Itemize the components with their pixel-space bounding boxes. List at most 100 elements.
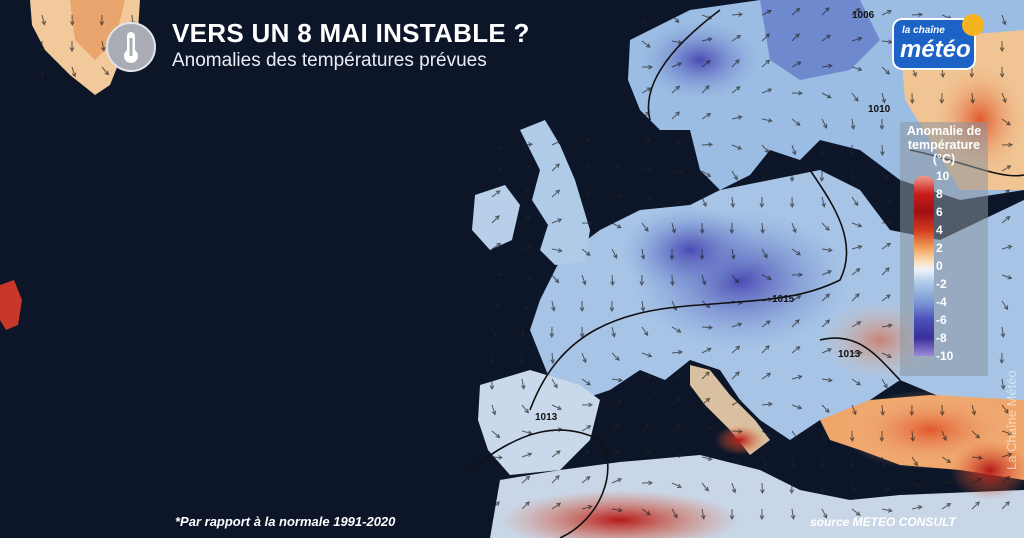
wind-arrow (701, 300, 711, 309)
wind-arrow (761, 297, 773, 303)
wind-arrow (69, 40, 75, 53)
wind-arrow (879, 430, 885, 443)
wind-arrow (761, 372, 772, 380)
wind-arrow (671, 424, 681, 432)
wind-arrow (851, 196, 859, 207)
legend-tick-label: 6 (936, 205, 943, 219)
wind-arrow (701, 14, 713, 20)
wind-arrow (849, 456, 855, 469)
color-legend: Anomalie de température (°C) 10 8 6 4 2 0 -2 -4… (900, 122, 988, 376)
wind-arrow (911, 12, 924, 17)
ireland-landmass (472, 185, 520, 250)
wind-arrow (611, 423, 621, 432)
wind-arrow (551, 378, 558, 389)
isobar-label: 1013 (535, 412, 558, 423)
wind-arrow (491, 144, 503, 150)
wind-arrow (791, 90, 804, 96)
wind-arrow (761, 274, 773, 280)
wind-arrow (1001, 118, 1012, 126)
wind-arrow (551, 300, 556, 312)
wind-arrow (791, 430, 799, 441)
wind-arrow (731, 34, 742, 42)
wind-arrow (971, 455, 983, 461)
wind-arrow (971, 404, 977, 416)
wind-arrow (610, 274, 615, 287)
wind-arrow (791, 33, 800, 42)
wind-arrow (761, 345, 770, 354)
wind-arrow (761, 59, 771, 68)
wind-arrow (731, 429, 744, 434)
wind-arrow (551, 163, 560, 172)
wind-arrow (69, 14, 75, 27)
wind-arrow (821, 270, 833, 276)
wind-arrow (99, 14, 105, 27)
wind-arrow (491, 430, 501, 439)
wind-arrow (881, 39, 893, 45)
wind-arrow (581, 248, 591, 256)
wind-arrow (1001, 14, 1007, 26)
wind-arrow (701, 371, 710, 380)
wind-arrow (851, 7, 861, 16)
wind-arrow (491, 167, 503, 172)
wind-arrow (581, 163, 590, 172)
wind-arrow (761, 320, 771, 328)
wind-arrow (581, 449, 590, 458)
legend-tick-label: 8 (936, 187, 943, 201)
wind-arrow (821, 293, 831, 302)
wind-arrow (851, 293, 860, 302)
wind-arrow (581, 425, 592, 432)
wind-arrow (641, 14, 647, 26)
wind-arrow (941, 480, 954, 485)
legend-tick-label: 2 (936, 241, 943, 255)
iberia-landmass (478, 370, 600, 475)
wind-arrow (611, 352, 620, 361)
wind-arrow (731, 456, 741, 465)
wind-arrow (791, 248, 801, 256)
wind-arrow (641, 451, 652, 458)
wind-arrow (730, 248, 736, 260)
legend-tick-label: 10 (936, 169, 950, 183)
wind-arrow (701, 456, 713, 461)
wind-arrow (761, 118, 773, 123)
wind-arrow (850, 170, 856, 182)
wind-arrow (851, 321, 862, 328)
wind-arrow (760, 222, 765, 234)
wind-arrow (639, 274, 645, 287)
wind-arrow (641, 222, 649, 232)
wind-arrow (39, 40, 45, 53)
wind-arrow (819, 456, 825, 469)
wind-arrow (941, 456, 952, 464)
wind-arrow (641, 326, 649, 337)
wind-arrow (821, 222, 830, 231)
wind-arrow (851, 482, 857, 494)
wind-arrow (670, 274, 675, 287)
wind-arrow (551, 427, 563, 433)
wind-arrow (821, 319, 831, 328)
wind-arrow (910, 430, 916, 442)
wind-arrow (701, 347, 712, 354)
wind-arrow (911, 482, 923, 488)
wind-arrow (1001, 142, 1014, 148)
wind-arrow (641, 166, 653, 172)
wind-arrow (729, 222, 735, 235)
wind-arrow (791, 7, 801, 16)
wind-arrow (761, 430, 772, 437)
wind-arrow (939, 92, 945, 105)
wind-arrow (640, 248, 646, 260)
wind-arrow (491, 190, 501, 198)
wind-arrow (969, 66, 975, 79)
wind-arrow (1000, 326, 1006, 338)
wind-arrow (791, 319, 800, 328)
thermometer-icon (106, 22, 156, 72)
wind-arrow (851, 378, 861, 386)
wind-arrow (491, 501, 500, 510)
wind-arrow (701, 142, 714, 147)
wind-arrow (759, 508, 765, 521)
wind-arrow (821, 196, 826, 208)
wind-arrow (729, 508, 735, 521)
wind-arrow (701, 482, 709, 492)
wind-arrow (821, 348, 833, 354)
wind-arrow (821, 430, 826, 442)
wind-arrow (791, 345, 801, 354)
